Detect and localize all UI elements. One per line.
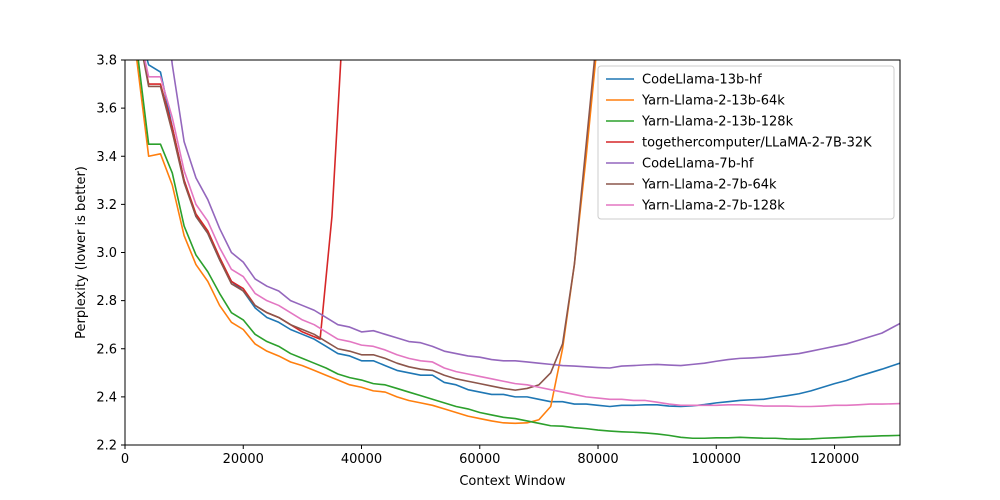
y-tick-label: 2.6 xyxy=(96,342,117,357)
x-tick-label: 60000 xyxy=(459,452,500,467)
x-axis-title: Context Window xyxy=(459,474,566,489)
series-line-7 xyxy=(144,60,900,408)
legend-label: CodeLlama-7b-hf xyxy=(642,157,754,172)
y-tick-label: 2.4 xyxy=(96,390,117,405)
x-tick-label: 40000 xyxy=(341,452,382,467)
y-tick-label: 3.2 xyxy=(96,198,117,213)
series-line-1 xyxy=(146,60,900,408)
series-line-3 xyxy=(137,60,900,441)
x-tick-label: 120000 xyxy=(810,452,860,467)
x-axis: 0 20000 40000 60000 80000 100000 120000 xyxy=(121,445,859,467)
series-line-2 xyxy=(136,60,597,425)
y-tick-label: 2.8 xyxy=(96,294,117,309)
y-tick-label: 3.4 xyxy=(96,150,117,165)
legend-label: Yarn-Llama-2-13b-128k xyxy=(641,115,794,130)
legend-label: Yarn-Llama-2-13b-64k xyxy=(641,94,785,109)
y-tick-label: 3.6 xyxy=(96,102,117,117)
series-layer xyxy=(136,60,900,441)
legend-box xyxy=(597,65,895,220)
legend-label: togethercomputer/LLaMA-2-7B-32K xyxy=(642,136,872,151)
x-tick-label: 0 xyxy=(121,452,129,467)
x-tick-label: 80000 xyxy=(577,452,618,467)
series-line-5 xyxy=(170,60,900,369)
x-tick-label: 20000 xyxy=(223,452,264,467)
legend-label: Yarn-Llama-2-7b-128k xyxy=(641,199,785,214)
y-tick-label: 3.8 xyxy=(96,54,117,69)
y-axis: 2.2 2.4 2.6 2.8 3.0 3.2 3.4 3.6 3.8 xyxy=(96,54,125,454)
legend: CodeLlama-13b-hf Yarn-Llama-2-13b-64k Yarn… xyxy=(597,65,895,220)
legend-label: Yarn-Llama-2-7b-64k xyxy=(641,178,777,193)
x-tick-label: 100000 xyxy=(691,452,741,467)
y-axis-title: Perplexity (lower is better) xyxy=(74,166,89,339)
y-tick-label: 2.2 xyxy=(96,439,117,454)
legend-label: CodeLlama-13b-hf xyxy=(642,73,762,88)
series-line-6 xyxy=(142,60,596,391)
series-line-4 xyxy=(143,60,342,340)
y-tick-label: 3.0 xyxy=(96,246,117,261)
